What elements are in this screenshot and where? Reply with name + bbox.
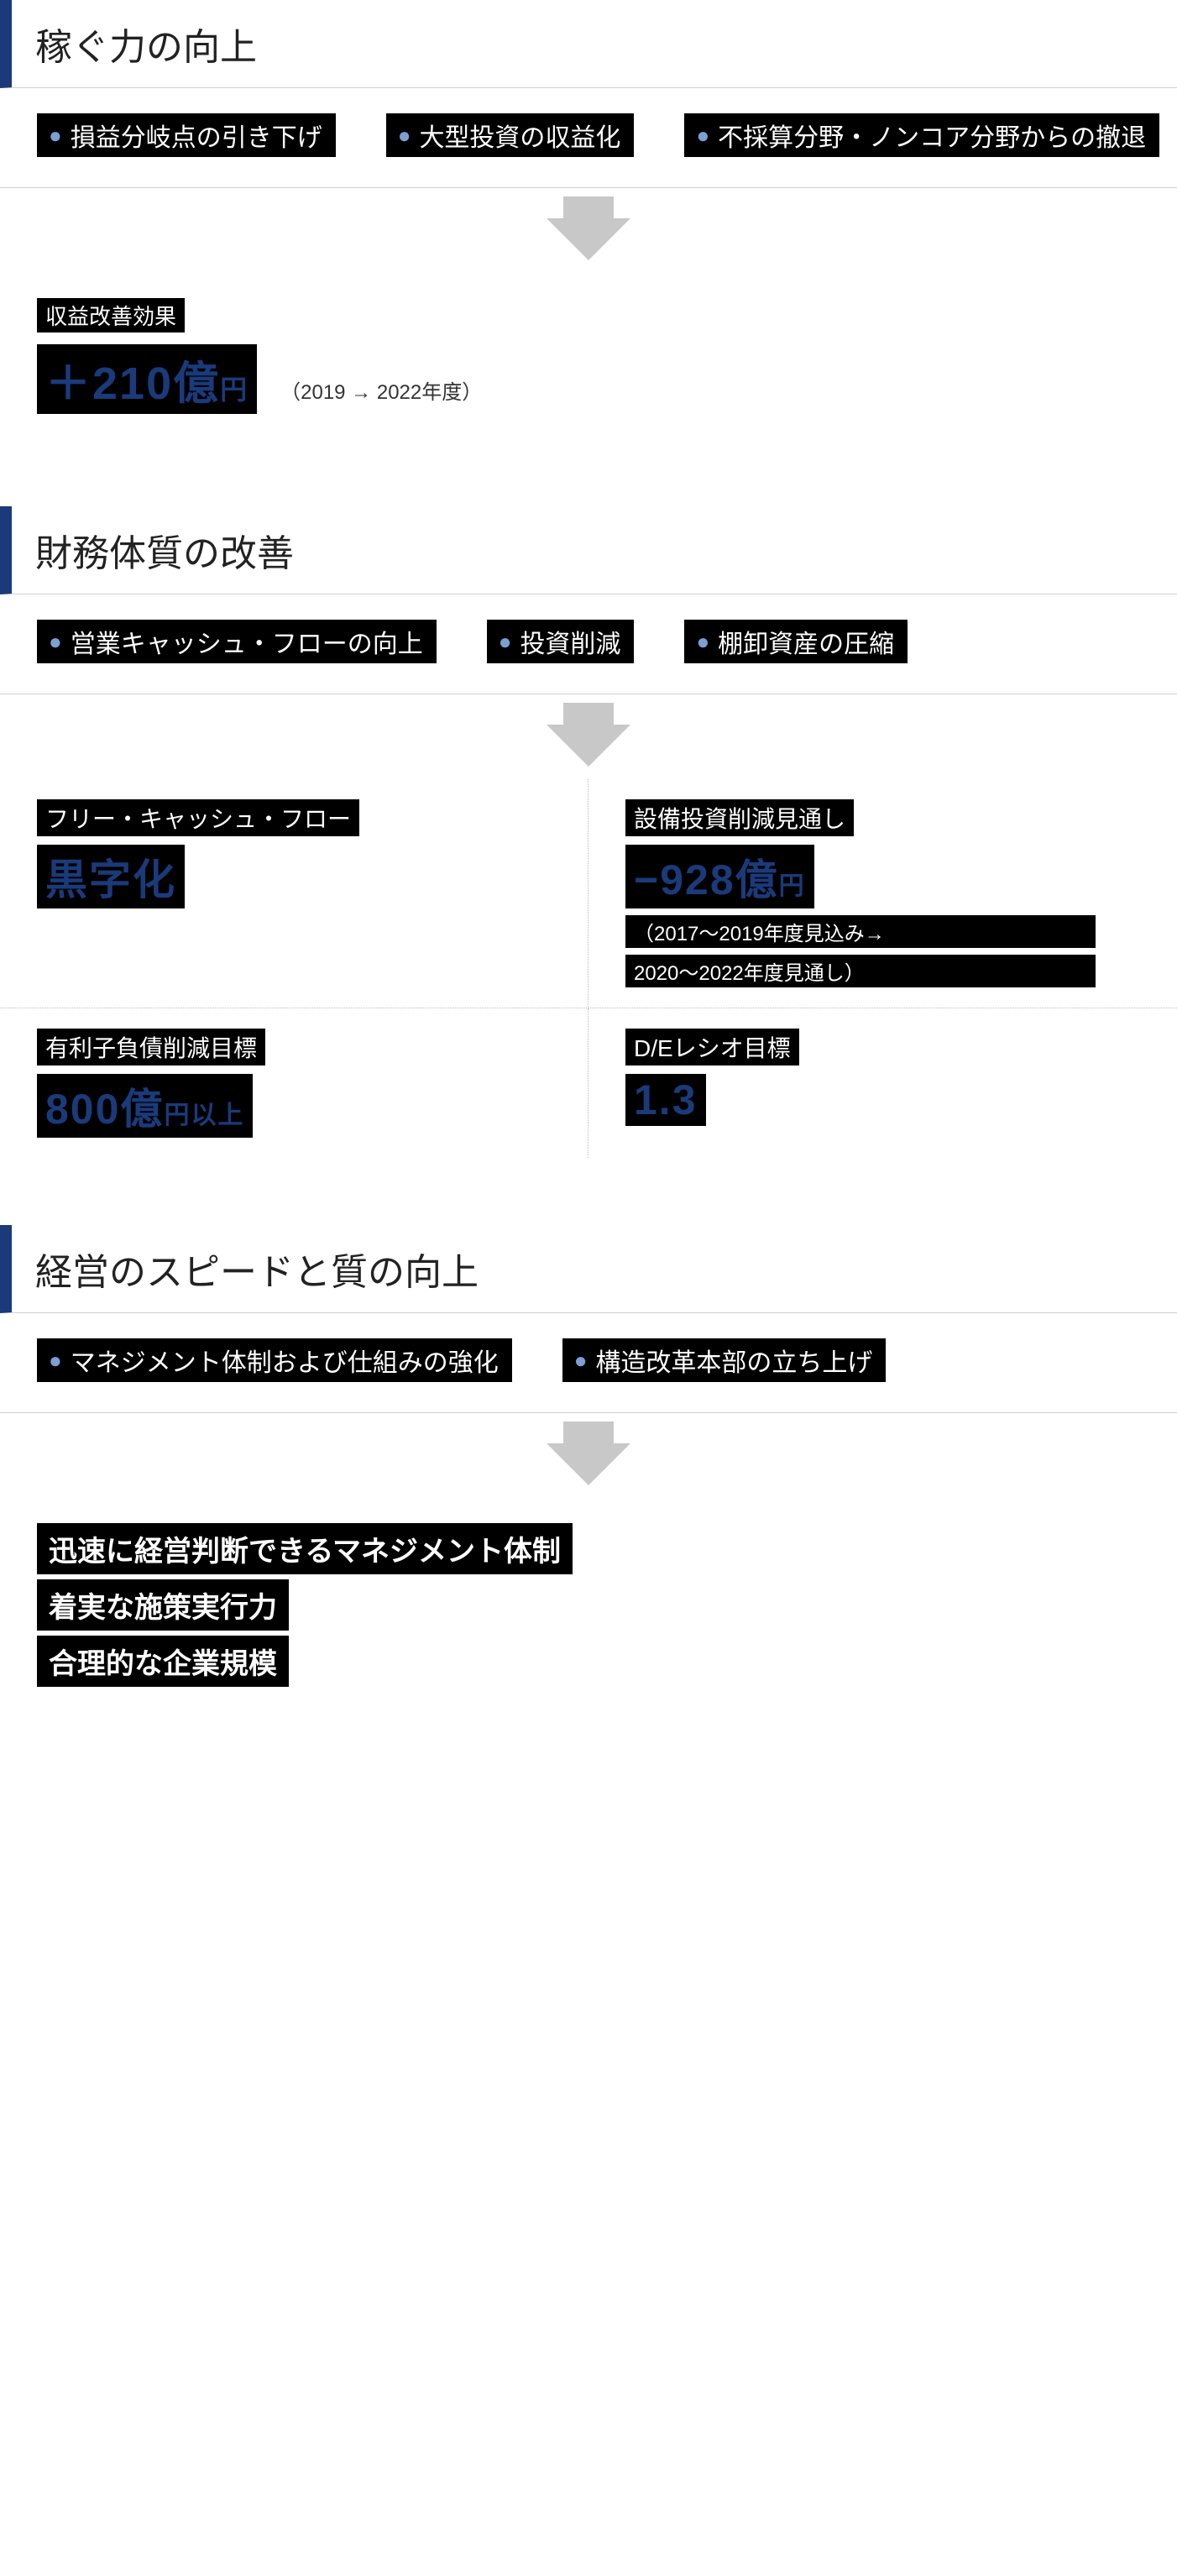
bullet-text: 構造改革本部の立ち上げ	[595, 1342, 872, 1379]
section-header: 経営のスピードと質の向上	[0, 1225, 1177, 1313]
metric-unit: 円	[779, 872, 806, 900]
section-title: 財務体質の改善	[35, 523, 1177, 577]
metric-label: D/Eレシオ目標	[625, 1029, 799, 1065]
metric-fcf: フリー・キャッシュ・フロー 黒字化	[0, 779, 588, 1008]
bullet-dot-icon: ●	[398, 123, 411, 149]
bullet-item: ● 棚卸資産の圧縮	[684, 620, 908, 663]
bullet-dot-icon: ●	[49, 629, 62, 655]
bullet-item: ● 大型投資の収益化	[386, 113, 635, 157]
bullet-text: 営業キャッシュ・フローの向上	[71, 623, 423, 660]
metric-label: 有利子負債削減目標	[37, 1029, 265, 1065]
metric-de-ratio: D/Eレシオ目標 1.3	[588, 1008, 1177, 1158]
bullets: ● 営業キャッシュ・フローの向上 ● 投資削減 ● 棚卸資産の圧縮	[0, 594, 1177, 694]
metric-value: −928億円	[625, 845, 814, 908]
bullet-item: ● 構造改革本部の立ち上げ	[562, 1338, 887, 1382]
section-financial: 財務体質の改善 ● 営業キャッシュ・フローの向上 ● 投資削減 ● 棚卸資産の圧縮 フ…	[0, 506, 1177, 1158]
section-title: 経営のスピードと質の向上	[35, 1242, 1177, 1296]
arrow-down-icon	[0, 694, 1177, 779]
bullet-text: 不採算分野・ノンコア分野からの撤退	[718, 117, 1146, 154]
metric-debt: 有利子負債削減目標 800億円以上	[0, 1008, 588, 1158]
metric-unit: 円	[164, 1102, 191, 1129]
result-note: （2019 → 2022年度）	[274, 375, 489, 405]
bullet-text: 棚卸資産の圧縮	[718, 623, 894, 660]
section-header: 財務体質の改善	[0, 506, 1177, 594]
bullet-dot-icon: ●	[696, 629, 709, 655]
metric-sub: 2020〜2022年度見通し）	[625, 955, 1096, 987]
bullets: ● マネジメント体制および仕組みの強化 ● 構造改革本部の立ち上げ	[0, 1313, 1177, 1412]
result-unit: 円	[220, 374, 248, 405]
metric-label: 設備投資削減見通し	[625, 799, 854, 836]
bullet-dot-icon: ●	[49, 1348, 62, 1374]
outcome-line: 合理的な企業規模	[37, 1636, 289, 1687]
arrow-down-icon	[0, 188, 1177, 273]
metric-suffix: 以上	[191, 1102, 244, 1129]
metric-capex: 設備投資削減見通し −928億円 （2017〜2019年度見込み→ 2020〜2…	[588, 779, 1177, 1008]
result-label: 収益改善効果	[37, 298, 185, 332]
bullet-dot-icon: ●	[696, 123, 709, 149]
bullet-item: ● 投資削減	[487, 620, 635, 663]
outcomes: 迅速に経営判断できるマネジメント体制 着実な施策実行力 合理的な企業規模	[0, 1498, 1177, 1717]
metric-value: 黒字化	[37, 845, 185, 908]
result-value: ＋210億円	[37, 344, 257, 414]
arrow-down-icon	[0, 1413, 1177, 1498]
bullet-text: 損益分岐点の引き下げ	[71, 117, 322, 154]
bullet-item: ● 不採算分野・ノンコア分野からの撤退	[684, 113, 1159, 157]
section-management: 経営のスピードと質の向上 ● マネジメント体制および仕組みの強化 ● 構造改革本部の…	[0, 1225, 1177, 1717]
outcome-line: 着実な施策実行力	[37, 1579, 289, 1631]
bullet-dot-icon: ●	[49, 123, 62, 149]
bullet-item: ● マネジメント体制および仕組みの強化	[37, 1338, 512, 1382]
metric-sub: （2017〜2019年度見込み→	[625, 915, 1096, 948]
metric-number: −928億	[634, 856, 779, 903]
metric-label: フリー・キャッシュ・フロー	[37, 799, 359, 836]
metric-value: 800億円以上	[37, 1074, 253, 1138]
metric-number: 800億	[45, 1086, 164, 1133]
metrics-grid: フリー・キャッシュ・フロー 黒字化 設備投資削減見通し −928億円 （2017…	[0, 779, 1177, 1158]
bullet-item: ● 営業キャッシュ・フローの向上	[37, 620, 437, 663]
result-block: 収益改善効果 ＋210億円 （2019 → 2022年度）	[0, 273, 1177, 439]
outcome-line: 迅速に経営判断できるマネジメント体制	[37, 1523, 573, 1574]
section-earning-power: 稼ぐ力の向上 ● 損益分岐点の引き下げ ● 大型投資の収益化 ● 不採算分野・ノンコア…	[0, 0, 1177, 439]
bullet-dot-icon: ●	[499, 629, 512, 655]
bullets: ● 損益分岐点の引き下げ ● 大型投資の収益化 ● 不採算分野・ノンコア分野からの撤退	[0, 88, 1177, 187]
bullet-item: ● 損益分岐点の引き下げ	[37, 113, 336, 157]
bullet-text: マネジメント体制および仕組みの強化	[71, 1342, 499, 1379]
bullet-text: 大型投資の収益化	[419, 117, 620, 154]
section-title: 稼ぐ力の向上	[35, 17, 1177, 71]
metric-value: 1.3	[625, 1074, 706, 1126]
result-number: ＋210億	[45, 359, 220, 409]
bullet-text: 投資削減	[520, 623, 620, 660]
bullet-dot-icon: ●	[574, 1348, 588, 1374]
section-header: 稼ぐ力の向上	[0, 0, 1177, 88]
